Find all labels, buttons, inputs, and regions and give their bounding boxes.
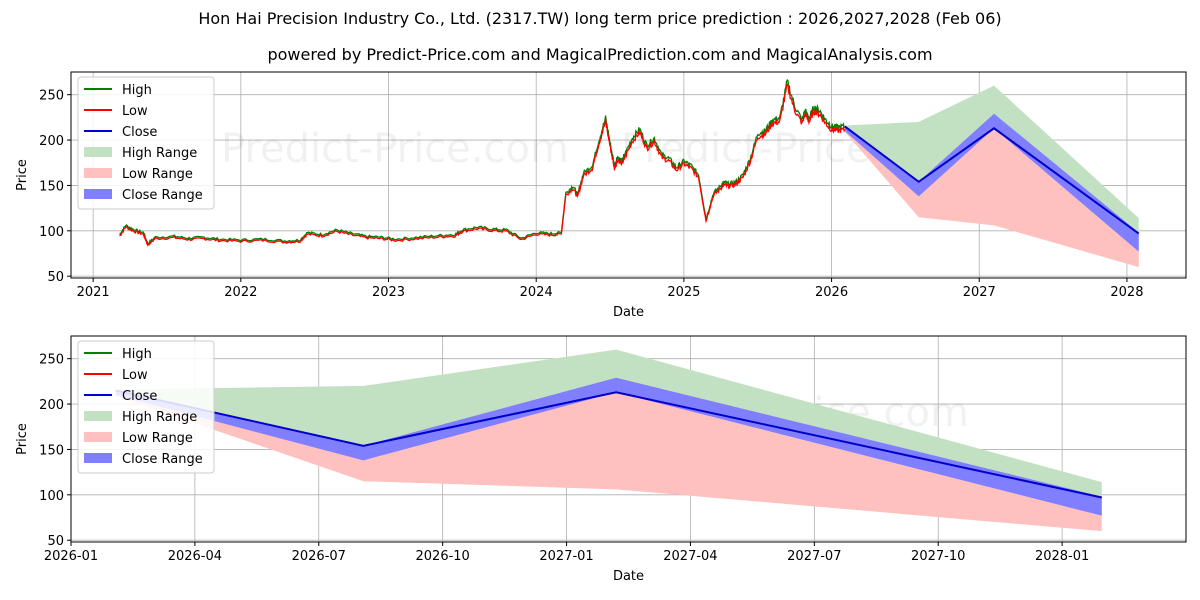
legend-close-range-label: Close Range [122, 452, 203, 467]
x-tick-label: 2026-01 [44, 549, 98, 564]
legend-low-range-label: Low Range [122, 167, 193, 182]
x-tick-label: 2027-10 [911, 549, 965, 564]
y-tick-label: 150 [39, 443, 64, 458]
chart-subtitle: powered by Predict-Price.com and Magical… [267, 45, 933, 64]
y-tick-label: 100 [39, 225, 64, 240]
x-tick-label: 2027-01 [539, 549, 593, 564]
legend: High Low Close High Range Low Range Close Ran… [77, 340, 215, 474]
y-tick-label: 100 [39, 489, 64, 504]
legend-low-range-swatch [84, 168, 112, 178]
legend-high-label: High [122, 347, 152, 362]
x-tick-label: 2026-04 [168, 549, 222, 564]
close-range-band [844, 113, 1139, 252]
legend-low-range-swatch [84, 432, 112, 442]
high-range-band [115, 349, 1102, 501]
x-axis-label: Date [613, 305, 644, 320]
legend-high-range-swatch [84, 147, 112, 157]
chart-title: Hon Hai Precision Industry Co., Ltd. (23… [198, 9, 1002, 28]
x-tick-label: 2022 [224, 285, 257, 300]
panel-2: Predict-Price.comPredict-Price.com2026-0… [15, 335, 1187, 584]
low-range-band [844, 127, 1139, 268]
y-tick-label: 250 [39, 89, 64, 104]
legend-high-label: High [122, 83, 152, 98]
close-series-line [115, 389, 1102, 499]
legend-low-label: Low [122, 368, 148, 383]
x-axis-label: Date [613, 569, 644, 584]
y-tick-label: 250 [39, 353, 64, 368]
x-tick-label: 2028 [1110, 285, 1143, 300]
y-tick-label: 50 [47, 534, 64, 549]
y-tick-label: 200 [39, 134, 64, 149]
legend-high-range-label: High Range [122, 410, 197, 425]
legend-low-range-label: Low Range [122, 431, 193, 446]
close-series-line [844, 125, 1140, 235]
y-axis-label: Price [15, 423, 30, 455]
x-tick-label: 2027 [963, 285, 996, 300]
low-series-line [119, 83, 846, 247]
legend-close-label: Close [122, 125, 157, 140]
x-tick-label: 2027-07 [787, 549, 841, 564]
x-tick-label: 2021 [77, 285, 110, 300]
close-range-band [115, 377, 1102, 516]
axes-frame [70, 335, 1187, 543]
legend-low-label: Low [122, 104, 148, 119]
legend-close-range-swatch [84, 189, 112, 199]
legend-high-range-swatch [84, 411, 112, 421]
legend-close-label: Close [122, 389, 157, 404]
x-tick-label: 2024 [520, 285, 553, 300]
x-tick-label: 2028-01 [1035, 549, 1089, 564]
x-tick-label: 2025 [667, 285, 700, 300]
y-tick-label: 200 [39, 398, 64, 413]
legend-close-range-swatch [84, 453, 112, 463]
legend-close-range-label: Close Range [122, 188, 203, 203]
axes-frame [70, 71, 1187, 279]
y-tick-label: 150 [39, 179, 64, 194]
low-range-band [115, 391, 1102, 532]
high-series-line [119, 78, 845, 246]
legend: High Low Close High Range Low Range Close Ran… [77, 76, 215, 210]
x-tick-label: 2027-04 [663, 549, 717, 564]
high-range-band [844, 85, 1139, 237]
y-axis-label: Price [15, 159, 30, 191]
x-tick-label: 2026 [815, 285, 848, 300]
x-tick-label: 2026-10 [416, 549, 470, 564]
watermark: Predict-Price.com [221, 126, 569, 172]
y-tick-label: 50 [47, 270, 64, 285]
x-tick-label: 2023 [372, 285, 405, 300]
legend-high-range-label: High Range [122, 146, 197, 161]
x-tick-label: 2026-07 [292, 549, 346, 564]
